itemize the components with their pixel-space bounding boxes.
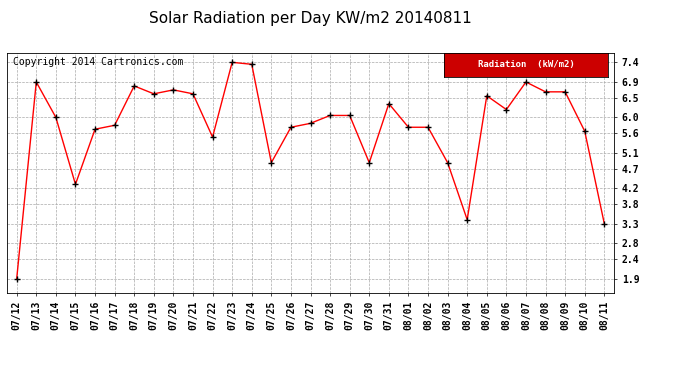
- Text: Copyright 2014 Cartronics.com: Copyright 2014 Cartronics.com: [13, 57, 184, 67]
- Text: Solar Radiation per Day KW/m2 20140811: Solar Radiation per Day KW/m2 20140811: [149, 11, 472, 26]
